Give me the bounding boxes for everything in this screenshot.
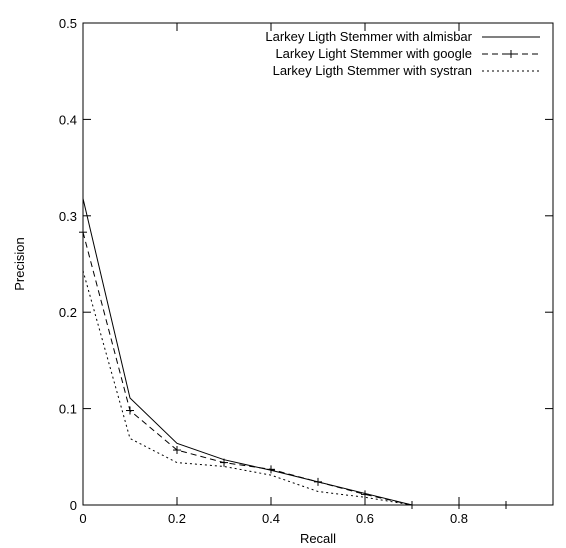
- legend-label: Larkey Ligth Stemmer with almisbar: [265, 29, 472, 44]
- data-point-marker: [267, 465, 275, 474]
- y-tick-label: 0: [70, 498, 77, 513]
- series-markers: [79, 228, 510, 509]
- x-tick-label: 0.4: [262, 511, 280, 526]
- legend-label: Larkey Light Stemmer with google: [275, 46, 472, 61]
- data-point-marker: [126, 406, 134, 415]
- series-lines: [82, 198, 506, 506]
- x-tick-label: 0.6: [356, 511, 374, 526]
- x-axis-title: Recall: [300, 531, 336, 546]
- y-tick-label: 0.1: [59, 402, 77, 417]
- legend-item: Larkey Ligth Stemmer with almisbar: [265, 29, 540, 44]
- plot-frame: [82, 22, 554, 506]
- axis-tick-labels: 0 0.2 0.4 0.6 0.8 0 0.1 0.2 0.3 0.4 0.5: [59, 16, 468, 526]
- data-point-marker: [173, 446, 181, 455]
- legend-label: Larkey Ligth Stemmer with systran: [273, 63, 472, 78]
- data-point-marker: [455, 501, 463, 509]
- series-line-2: [82, 232, 506, 506]
- y-tick-label: 0.3: [59, 209, 77, 224]
- legend-item: Larkey Light Stemmer with google: [275, 46, 540, 61]
- y-tick-label: 0.5: [59, 16, 77, 31]
- legend-item: Larkey Ligth Stemmer with systran: [273, 63, 540, 78]
- data-point-marker: [408, 501, 416, 509]
- x-tick-label: 0.8: [450, 511, 468, 526]
- data-point-marker: [79, 228, 87, 237]
- x-tick-label: 0.2: [168, 511, 186, 526]
- data-point-marker: [502, 501, 510, 509]
- series-line-3: [82, 270, 506, 506]
- y-axis-title: Precision: [12, 237, 27, 290]
- data-point-marker: [314, 477, 322, 486]
- axis-ticks: [82, 22, 553, 506]
- y-tick-label: 0.4: [59, 112, 77, 127]
- data-point-marker: [361, 490, 369, 499]
- y-tick-label: 0.2: [59, 305, 77, 320]
- legend: Larkey Ligth Stemmer with almisbar Larkey…: [265, 29, 540, 78]
- x-tick-label: 0: [79, 511, 86, 526]
- data-point-marker: [220, 458, 228, 467]
- series-line-1: [82, 198, 506, 506]
